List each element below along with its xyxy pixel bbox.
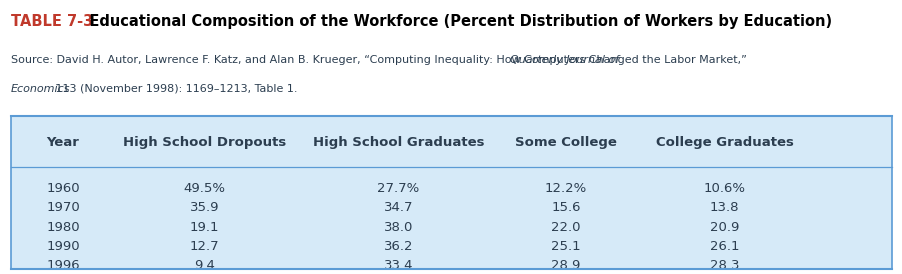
- Text: 113 (November 1998): 1169–1213, Table 1.: 113 (November 1998): 1169–1213, Table 1.: [52, 84, 298, 93]
- Text: 12.2%: 12.2%: [544, 182, 586, 195]
- Text: 35.9: 35.9: [189, 201, 219, 214]
- Text: 1990: 1990: [46, 240, 79, 253]
- Text: 19.1: 19.1: [189, 221, 219, 233]
- Text: 33.4: 33.4: [383, 259, 413, 272]
- Text: 38.0: 38.0: [383, 221, 413, 233]
- Text: 28.3: 28.3: [709, 259, 739, 272]
- Text: 27.7%: 27.7%: [377, 182, 419, 195]
- Text: 1970: 1970: [46, 201, 79, 214]
- Text: TABLE 7-3: TABLE 7-3: [11, 14, 93, 29]
- Text: Some College: Some College: [514, 136, 616, 149]
- Text: College Graduates: College Graduates: [655, 136, 793, 149]
- Text: 13.8: 13.8: [709, 201, 739, 214]
- Text: 9.4: 9.4: [194, 259, 215, 272]
- Text: 1980: 1980: [46, 221, 79, 233]
- Text: High School Dropouts: High School Dropouts: [123, 136, 286, 149]
- Text: 15.6: 15.6: [551, 201, 580, 214]
- Text: 20.9: 20.9: [709, 221, 739, 233]
- Text: 22.0: 22.0: [551, 221, 580, 233]
- Text: Economics: Economics: [11, 84, 70, 93]
- Text: 36.2: 36.2: [383, 240, 413, 253]
- Text: Educational Composition of the Workforce (Percent Distribution of Workers by Edu: Educational Composition of the Workforce…: [74, 14, 832, 29]
- Text: 28.9: 28.9: [551, 259, 580, 272]
- Text: 34.7: 34.7: [383, 201, 413, 214]
- Text: High School Graduates: High School Graduates: [312, 136, 483, 149]
- Text: 49.5%: 49.5%: [183, 182, 226, 195]
- Text: 1996: 1996: [46, 259, 79, 272]
- Text: 12.7: 12.7: [189, 240, 219, 253]
- Text: 25.1: 25.1: [550, 240, 580, 253]
- FancyBboxPatch shape: [11, 116, 891, 269]
- Text: 1960: 1960: [46, 182, 79, 195]
- Text: 10.6%: 10.6%: [703, 182, 745, 195]
- Text: Source: David H. Autor, Lawrence F. Katz, and Alan B. Krueger, “Computing Inequa: Source: David H. Autor, Lawrence F. Katz…: [11, 55, 750, 65]
- Text: Year: Year: [46, 136, 78, 149]
- Text: Quarterly Journal of: Quarterly Journal of: [509, 55, 618, 65]
- Text: 26.1: 26.1: [709, 240, 739, 253]
